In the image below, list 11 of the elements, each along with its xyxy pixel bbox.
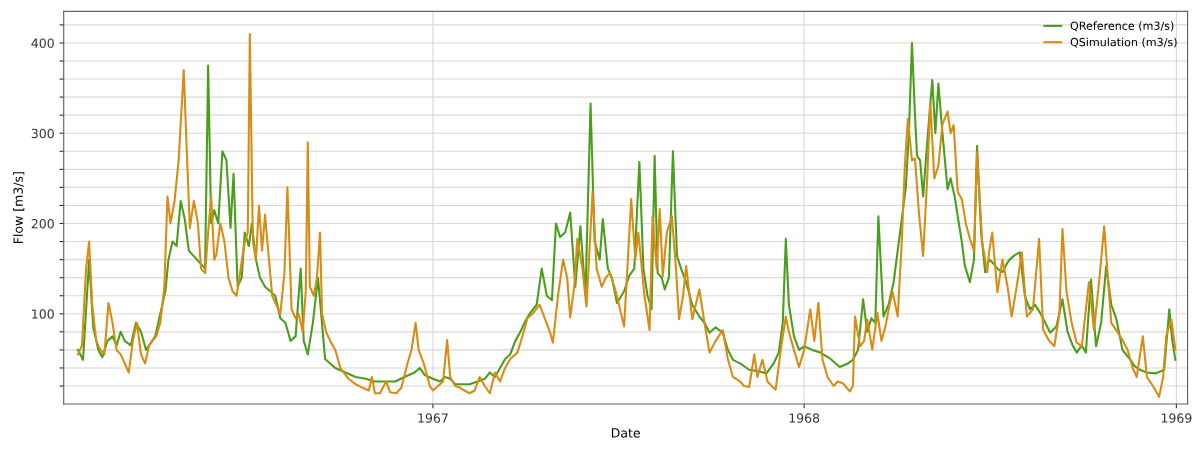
y-tick-label: 300	[31, 128, 54, 139]
x-tick-label: 1968	[789, 413, 820, 423]
legend-label: QSimulation (m3/s)	[1070, 37, 1177, 48]
x-tick-label: 1967	[418, 413, 448, 423]
y-tick-label: 400	[31, 38, 54, 48]
legend-label: QReference (m3/s)	[1070, 21, 1174, 32]
x-axis-title: Date	[611, 428, 640, 438]
y-axis-title: Flow [m3/s]	[13, 172, 25, 244]
y-tick-label: 100	[32, 309, 54, 319]
y-tick-label: 200	[31, 218, 54, 229]
x-tick-label: 1969	[1161, 413, 1192, 423]
